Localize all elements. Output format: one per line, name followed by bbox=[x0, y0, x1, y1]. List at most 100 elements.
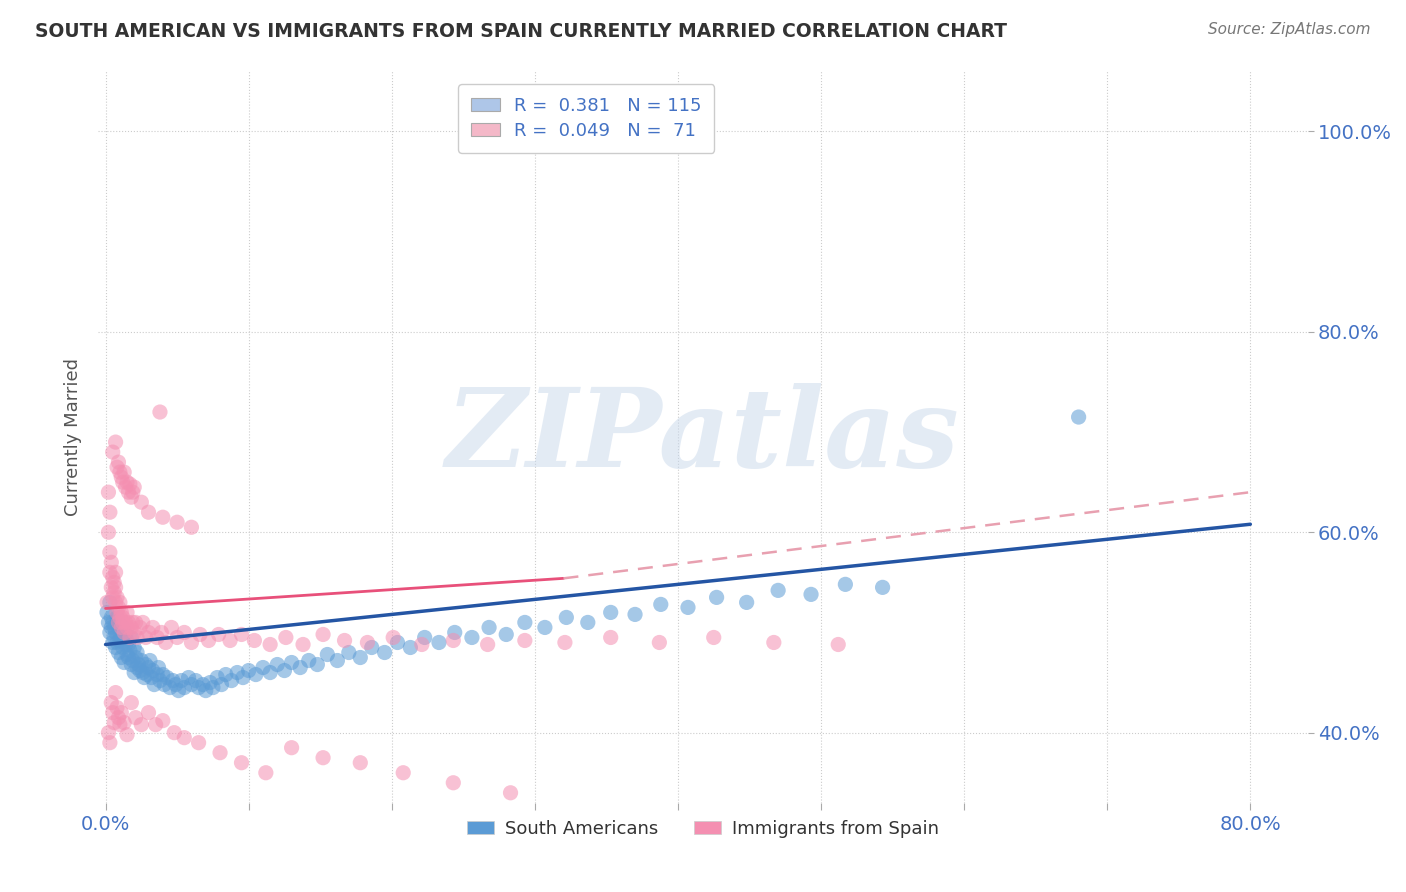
Point bbox=[97, 525, 120, 540]
Point bbox=[599, 606, 621, 620]
Point bbox=[117, 650, 139, 665]
Point bbox=[209, 746, 232, 760]
Point bbox=[112, 625, 135, 640]
Point bbox=[108, 465, 131, 479]
Point bbox=[103, 631, 125, 645]
Point bbox=[155, 635, 177, 649]
Point bbox=[117, 615, 139, 630]
Point bbox=[103, 575, 125, 590]
Point bbox=[104, 435, 127, 450]
Point bbox=[115, 648, 138, 662]
Point bbox=[441, 633, 464, 648]
Point bbox=[100, 620, 122, 634]
Point bbox=[555, 610, 578, 624]
Point bbox=[177, 671, 200, 685]
Point bbox=[118, 643, 141, 657]
Point bbox=[191, 677, 214, 691]
Point bbox=[103, 620, 125, 634]
Point bbox=[292, 638, 315, 652]
Point bbox=[145, 717, 167, 731]
Point bbox=[163, 725, 186, 739]
Point bbox=[110, 606, 132, 620]
Point bbox=[104, 595, 127, 609]
Point bbox=[245, 667, 267, 681]
Point bbox=[122, 480, 145, 494]
Point bbox=[104, 566, 127, 580]
Point bbox=[105, 460, 128, 475]
Point bbox=[121, 653, 143, 667]
Point bbox=[162, 673, 184, 688]
Point bbox=[184, 673, 207, 688]
Point bbox=[872, 580, 894, 594]
Point bbox=[129, 620, 152, 634]
Point bbox=[170, 673, 193, 688]
Point bbox=[207, 627, 229, 641]
Point bbox=[427, 635, 450, 649]
Point bbox=[105, 610, 128, 624]
Point bbox=[231, 627, 253, 641]
Point bbox=[97, 725, 120, 739]
Point bbox=[118, 477, 141, 491]
Point bbox=[98, 736, 121, 750]
Point bbox=[105, 591, 128, 605]
Point bbox=[135, 657, 157, 672]
Point bbox=[259, 665, 281, 680]
Point bbox=[101, 591, 124, 605]
Point bbox=[312, 750, 335, 764]
Point bbox=[114, 615, 136, 630]
Point bbox=[312, 627, 335, 641]
Point bbox=[103, 585, 125, 599]
Point bbox=[98, 595, 121, 609]
Point bbox=[280, 740, 302, 755]
Point bbox=[180, 520, 202, 534]
Point bbox=[153, 677, 176, 691]
Point bbox=[152, 510, 174, 524]
Point bbox=[120, 631, 142, 645]
Text: SOUTH AMERICAN VS IMMIGRANTS FROM SPAIN CURRENTLY MARRIED CORRELATION CHART: SOUTH AMERICAN VS IMMIGRANTS FROM SPAIN … bbox=[35, 22, 1007, 41]
Point bbox=[441, 776, 464, 790]
Point bbox=[108, 610, 131, 624]
Point bbox=[105, 635, 128, 649]
Point bbox=[360, 640, 382, 655]
Point bbox=[800, 587, 823, 601]
Point bbox=[159, 681, 181, 695]
Point bbox=[326, 653, 349, 667]
Point bbox=[100, 555, 122, 569]
Point bbox=[173, 681, 195, 695]
Point bbox=[105, 606, 128, 620]
Point bbox=[188, 627, 211, 641]
Point bbox=[110, 470, 132, 484]
Point bbox=[148, 660, 170, 674]
Point bbox=[107, 600, 129, 615]
Point bbox=[111, 615, 134, 630]
Point bbox=[273, 664, 295, 678]
Point bbox=[127, 657, 149, 672]
Point bbox=[703, 631, 725, 645]
Point bbox=[131, 717, 153, 731]
Point bbox=[166, 515, 188, 529]
Point bbox=[115, 606, 138, 620]
Y-axis label: Currently Married: Currently Married bbox=[63, 358, 82, 516]
Point bbox=[112, 656, 135, 670]
Point bbox=[307, 657, 329, 672]
Point bbox=[110, 650, 132, 665]
Point bbox=[146, 631, 169, 645]
Point bbox=[101, 635, 124, 649]
Point bbox=[215, 667, 238, 681]
Point bbox=[98, 566, 121, 580]
Point bbox=[259, 638, 281, 652]
Point bbox=[115, 728, 138, 742]
Point bbox=[534, 620, 557, 634]
Point bbox=[221, 673, 243, 688]
Point bbox=[107, 620, 129, 634]
Point bbox=[114, 480, 136, 494]
Point bbox=[834, 577, 856, 591]
Point bbox=[139, 653, 162, 667]
Point bbox=[100, 696, 122, 710]
Point bbox=[333, 633, 356, 648]
Point bbox=[97, 485, 120, 500]
Point bbox=[411, 638, 433, 652]
Point bbox=[103, 715, 125, 730]
Point bbox=[762, 635, 785, 649]
Point bbox=[138, 660, 160, 674]
